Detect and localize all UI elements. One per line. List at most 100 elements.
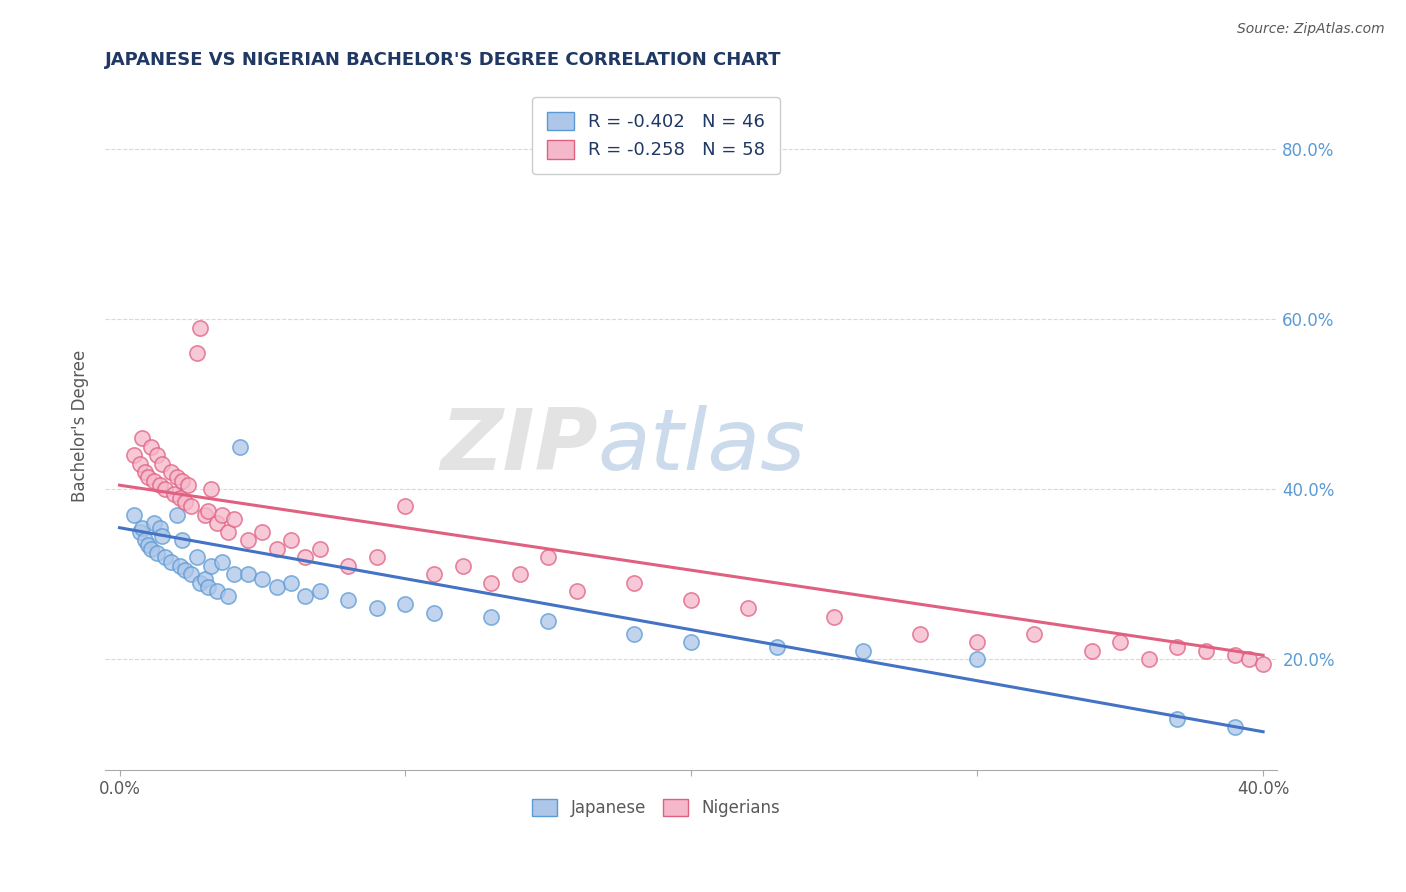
Point — [479, 576, 502, 591]
Text: Source: ZipAtlas.com: Source: ZipAtlas.com — [1237, 22, 1385, 37]
Point — [172, 474, 194, 488]
Point — [200, 558, 222, 573]
Point — [188, 321, 211, 335]
Point — [252, 524, 274, 539]
Point — [908, 627, 931, 641]
Y-axis label: Bachelor's Degree: Bachelor's Degree — [72, 350, 89, 502]
Point — [238, 567, 260, 582]
Point — [211, 555, 233, 569]
Point — [423, 606, 446, 620]
Point — [238, 533, 260, 548]
Point — [1166, 640, 1188, 654]
Point — [122, 508, 145, 522]
Point — [509, 567, 531, 582]
Point — [217, 524, 239, 539]
Point — [766, 640, 789, 654]
Point — [174, 563, 197, 577]
Point — [1024, 627, 1046, 641]
Point — [280, 533, 302, 548]
Text: ZIP: ZIP — [440, 405, 598, 488]
Point — [337, 558, 360, 573]
Point — [852, 644, 875, 658]
Point — [128, 524, 150, 539]
Point — [1251, 657, 1274, 671]
Point — [150, 529, 173, 543]
Point — [194, 572, 217, 586]
Point — [169, 558, 191, 573]
Point — [142, 516, 165, 531]
Point — [197, 504, 219, 518]
Point — [222, 512, 245, 526]
Point — [565, 584, 588, 599]
Point — [823, 610, 845, 624]
Point — [966, 635, 988, 649]
Point — [155, 550, 177, 565]
Point — [186, 550, 208, 565]
Point — [308, 584, 330, 599]
Point — [681, 593, 703, 607]
Point — [180, 567, 202, 582]
Point — [217, 589, 239, 603]
Point — [1166, 712, 1188, 726]
Point — [211, 508, 233, 522]
Point — [145, 546, 167, 560]
Point — [166, 469, 188, 483]
Text: JAPANESE VS NIGERIAN BACHELOR'S DEGREE CORRELATION CHART: JAPANESE VS NIGERIAN BACHELOR'S DEGREE C… — [105, 51, 782, 69]
Point — [451, 558, 474, 573]
Legend: Japanese, Nigerians: Japanese, Nigerians — [526, 792, 786, 823]
Point — [337, 593, 360, 607]
Point — [172, 533, 194, 548]
Point — [197, 580, 219, 594]
Point — [423, 567, 446, 582]
Point — [1223, 648, 1246, 663]
Point — [160, 555, 183, 569]
Point — [188, 576, 211, 591]
Point — [122, 449, 145, 463]
Point — [163, 486, 186, 500]
Point — [366, 601, 388, 615]
Point — [174, 495, 197, 509]
Point — [737, 601, 759, 615]
Point — [128, 457, 150, 471]
Point — [134, 466, 156, 480]
Point — [1223, 721, 1246, 735]
Point — [142, 474, 165, 488]
Point — [266, 541, 288, 556]
Point — [1080, 644, 1102, 658]
Point — [177, 478, 200, 492]
Point — [394, 500, 416, 514]
Point — [148, 521, 170, 535]
Point — [294, 550, 316, 565]
Point — [222, 567, 245, 582]
Point — [169, 491, 191, 505]
Point — [205, 516, 228, 531]
Point — [1109, 635, 1132, 649]
Point — [150, 457, 173, 471]
Point — [681, 635, 703, 649]
Point — [139, 440, 162, 454]
Point — [160, 466, 183, 480]
Point — [366, 550, 388, 565]
Point — [252, 572, 274, 586]
Point — [1137, 652, 1160, 666]
Point — [205, 584, 228, 599]
Point — [148, 478, 170, 492]
Point — [537, 614, 560, 628]
Point — [131, 432, 153, 446]
Point — [131, 521, 153, 535]
Point — [155, 483, 177, 497]
Point — [308, 541, 330, 556]
Point — [623, 576, 645, 591]
Point — [623, 627, 645, 641]
Point — [1195, 644, 1218, 658]
Point — [134, 533, 156, 548]
Point — [180, 500, 202, 514]
Point — [1237, 652, 1260, 666]
Point — [966, 652, 988, 666]
Point — [139, 541, 162, 556]
Point — [136, 469, 159, 483]
Point — [280, 576, 302, 591]
Point — [294, 589, 316, 603]
Point — [136, 538, 159, 552]
Point — [200, 483, 222, 497]
